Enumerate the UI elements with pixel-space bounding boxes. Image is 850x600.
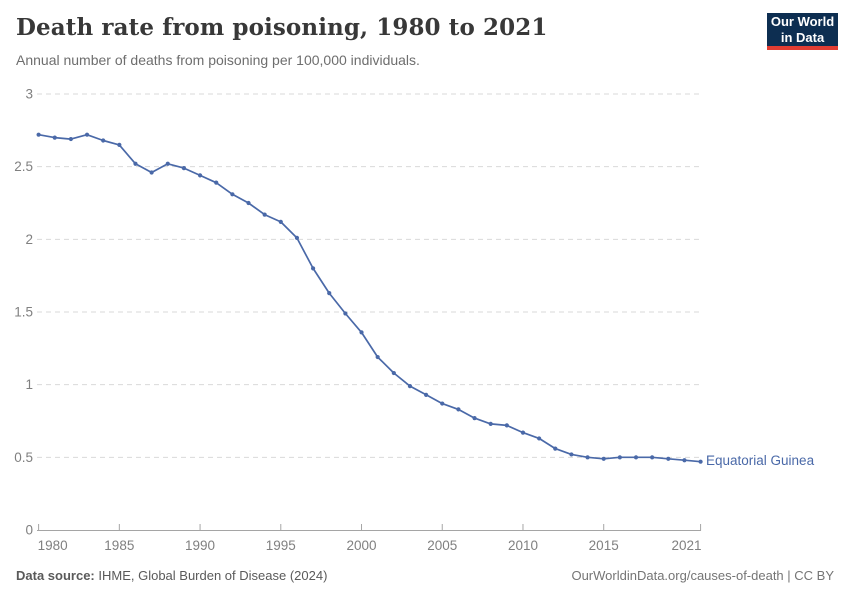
data-point bbox=[585, 455, 590, 460]
data-point bbox=[36, 132, 41, 137]
x-tick-label: 1995 bbox=[266, 538, 296, 553]
x-tick-label: 2005 bbox=[427, 538, 457, 553]
data-point bbox=[230, 192, 235, 197]
x-tick-label: 2021 bbox=[672, 538, 702, 553]
data-point bbox=[537, 436, 542, 441]
data-point bbox=[520, 430, 526, 435]
x-tick-label: 1985 bbox=[104, 538, 134, 553]
page-title: Death rate from poisoning, 1980 to 2021 bbox=[16, 14, 548, 41]
data-point bbox=[327, 291, 332, 296]
data-point bbox=[601, 456, 606, 461]
y-tick-label: 2 bbox=[25, 232, 33, 247]
data-source-label: Data source: bbox=[16, 568, 95, 583]
x-tick-label: 2015 bbox=[589, 538, 619, 553]
y-tick-label: 1.5 bbox=[14, 305, 33, 320]
data-source-note: Data source: IHME, Global Burden of Dise… bbox=[16, 568, 327, 583]
y-tick-label: 1 bbox=[25, 377, 33, 392]
data-point bbox=[101, 138, 106, 143]
data-point bbox=[488, 421, 493, 427]
data-point bbox=[294, 235, 300, 240]
data-point bbox=[310, 266, 316, 271]
data-point bbox=[698, 459, 703, 464]
data-point bbox=[197, 173, 203, 178]
data-point bbox=[650, 455, 655, 460]
data-point bbox=[666, 456, 671, 461]
data-point bbox=[68, 136, 73, 142]
x-tick-label: 2000 bbox=[346, 538, 376, 553]
data-point bbox=[181, 166, 187, 171]
x-tick-label: 1990 bbox=[185, 538, 215, 553]
data-point bbox=[246, 200, 251, 206]
data-point bbox=[407, 384, 413, 389]
data-point bbox=[214, 180, 219, 185]
data-point bbox=[504, 423, 509, 428]
x-tick-label: 1980 bbox=[38, 538, 68, 553]
data-point bbox=[133, 161, 138, 166]
data-point bbox=[424, 392, 429, 397]
data-point bbox=[391, 370, 396, 376]
data-point bbox=[633, 455, 639, 460]
y-tick-label: 0 bbox=[25, 523, 33, 538]
chart-footer: Data source: IHME, Global Burden of Dise… bbox=[16, 568, 834, 583]
data-point bbox=[149, 170, 154, 175]
data-point bbox=[117, 142, 122, 147]
data-point bbox=[262, 212, 267, 217]
y-tick-label: 0.5 bbox=[14, 450, 33, 465]
data-point bbox=[278, 219, 283, 225]
owid-logo-line2: in Data bbox=[780, 29, 825, 45]
data-point bbox=[375, 354, 380, 360]
owid-logo[interactable]: Our World in Data bbox=[767, 13, 838, 50]
data-point bbox=[440, 401, 445, 406]
data-point bbox=[84, 132, 90, 137]
y-tick-label: 3 bbox=[25, 87, 33, 102]
data-point bbox=[52, 135, 57, 140]
data-point bbox=[682, 458, 687, 463]
data-point bbox=[617, 455, 622, 460]
data-point bbox=[165, 161, 170, 166]
footer-link[interactable]: OurWorldinData.org/causes-of-death | CC … bbox=[571, 568, 834, 583]
data-point bbox=[343, 311, 348, 316]
data-point bbox=[553, 446, 558, 451]
data-point bbox=[456, 407, 461, 412]
y-tick-label: 2.5 bbox=[14, 159, 33, 174]
x-tick-label: 2010 bbox=[508, 538, 538, 553]
data-point bbox=[472, 415, 477, 421]
series-line bbox=[37, 133, 702, 463]
data-source-text: IHME, Global Burden of Disease (2024) bbox=[94, 568, 328, 583]
owid-logo-line1: Our World bbox=[770, 13, 835, 29]
page-subtitle: Annual number of deaths from poisoning p… bbox=[16, 52, 420, 68]
series-end-label: Equatorial Guinea bbox=[706, 452, 815, 468]
data-point bbox=[569, 452, 574, 457]
data-point bbox=[359, 330, 364, 335]
